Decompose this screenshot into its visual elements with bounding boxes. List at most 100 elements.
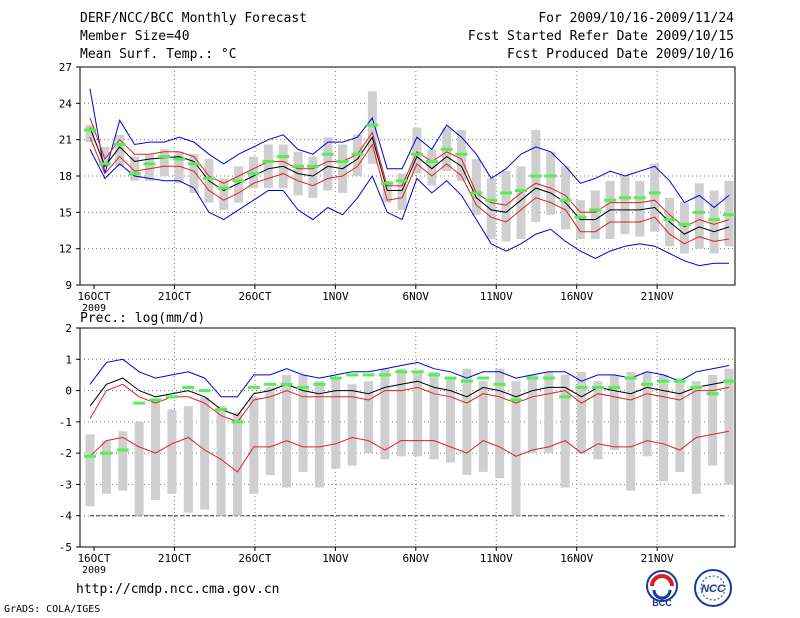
green-marker <box>693 210 706 214</box>
green-marker <box>591 385 604 389</box>
green-marker <box>362 373 375 377</box>
green-marker <box>100 451 113 455</box>
ensemble-spread-bar <box>219 178 229 210</box>
ensemble-spread-bar <box>593 381 603 460</box>
x-tick-label: 21NOV <box>641 552 674 565</box>
x-tick-label: 26OCT <box>238 552 271 565</box>
green-marker <box>232 179 245 183</box>
y-tick-label: 2 <box>65 322 72 335</box>
ensemble-spread-bar <box>263 144 273 189</box>
x-tick-label: 16OCT <box>77 552 110 565</box>
ensemble-spread-bar <box>511 381 521 516</box>
panel-precipitation: -5 -4 -3 -2 -1 0 1 2 16OCT 21OCT 26OCT 1NOV 6NOV 11NO… <box>59 322 736 576</box>
green-marker <box>544 174 557 178</box>
ensemble-spread-bar <box>380 368 390 460</box>
max-line <box>89 358 730 398</box>
green-marker <box>648 191 661 195</box>
green-marker <box>116 448 129 452</box>
green-marker <box>84 128 96 132</box>
green-marker <box>292 164 305 168</box>
green-marker <box>396 179 409 183</box>
ensemble-spread-bar <box>708 374 718 466</box>
ensemble-spread-bar <box>249 396 259 494</box>
ensemble-spread-bar <box>174 151 184 184</box>
green-marker <box>158 155 171 159</box>
green-marker <box>618 196 631 200</box>
ensemble-spread-bar <box>516 166 526 239</box>
upper-red-line <box>89 383 730 423</box>
green-marker <box>493 382 506 386</box>
max-line <box>89 88 730 209</box>
green-marker <box>410 152 423 156</box>
forecast-start-date: Fcst Started Refer Date 2009/10/15 <box>467 29 734 44</box>
ensemble-spread-bar <box>560 374 570 488</box>
green-marker <box>277 155 290 159</box>
ncc-logo: NCC <box>694 569 732 607</box>
green-marker <box>143 162 156 166</box>
green-marker <box>589 208 602 212</box>
green-marker <box>264 382 277 386</box>
ensemble-spread-bar <box>679 202 689 254</box>
green-marker <box>366 123 379 127</box>
ensemble-spread-bar <box>527 374 537 454</box>
panel-temperature: 9 12 15 18 21 24 27 16OCT 21OCT 26OCT 1NOV 6NOV 11NO… <box>59 61 736 314</box>
green-marker <box>663 218 676 222</box>
min-line <box>89 149 729 267</box>
green-marker <box>708 218 721 222</box>
ensemble-spread-bar <box>101 440 111 494</box>
x-tick-label: 6NOV <box>403 290 430 303</box>
lower-red-line <box>89 137 730 245</box>
ensemble-spread-bar <box>412 127 422 174</box>
ensemble-spread-bar <box>635 180 645 237</box>
green-marker <box>425 159 438 163</box>
ensemble-spread-bar <box>151 399 161 501</box>
green-marker <box>477 376 490 380</box>
y-tick-label: 15 <box>59 206 72 219</box>
green-marker <box>641 382 654 386</box>
green-marker <box>470 191 483 195</box>
ensemble-spread-bar <box>694 183 704 249</box>
ensemble-spread-bar <box>658 374 668 482</box>
ensemble-spread-bar <box>471 159 481 215</box>
ensemble-spread-bar <box>85 125 95 143</box>
ensemble-spread-bar <box>314 381 324 488</box>
green-marker <box>690 385 703 389</box>
green-marker <box>428 373 441 377</box>
forecast-period: For 2009/10/16-2009/11/24 <box>538 11 734 26</box>
upper-red-line <box>89 117 730 228</box>
green-marker <box>128 172 141 176</box>
green-marker <box>351 152 364 156</box>
y-tick-label: 1 <box>65 353 72 366</box>
source-url[interactable]: http://cmdp.ncc.cma.gov.cn <box>76 582 280 597</box>
year-label: 2009 <box>82 565 106 576</box>
green-marker <box>608 385 621 389</box>
ensemble-spread-bar <box>367 91 377 164</box>
green-marker <box>500 191 513 195</box>
ensemble-spread-bar <box>709 190 719 254</box>
green-marker <box>559 395 572 399</box>
ensemble-spread-bar <box>620 176 630 235</box>
ensemble-spread-bar <box>382 180 392 203</box>
temperature-variable-label: Mean Surf. Temp.: °C <box>80 47 237 62</box>
y-tick-label: -1 <box>59 416 72 429</box>
ensemble-spread-bar <box>100 146 110 167</box>
x-tick-label: 21NOV <box>641 290 674 303</box>
ensemble-spread-bar <box>216 406 226 516</box>
green-marker <box>395 370 408 374</box>
ensemble-spread-bar <box>650 163 660 232</box>
green-marker <box>657 379 670 383</box>
y-tick-label: -2 <box>59 447 72 460</box>
green-marker <box>84 454 96 458</box>
green-marker <box>173 157 186 161</box>
green-marker <box>188 162 201 166</box>
green-marker <box>444 376 457 380</box>
y-tick-label: -5 <box>59 541 72 554</box>
green-marker <box>460 379 473 383</box>
ensemble-spread-bar <box>501 171 511 242</box>
x-tick-label: 16NOV <box>560 290 593 303</box>
green-marker <box>306 164 319 168</box>
green-marker <box>247 172 260 176</box>
bcc-logo: BCC <box>646 570 678 608</box>
ensemble-spread-bar <box>561 166 571 230</box>
ensemble-spread-bar <box>642 371 652 457</box>
